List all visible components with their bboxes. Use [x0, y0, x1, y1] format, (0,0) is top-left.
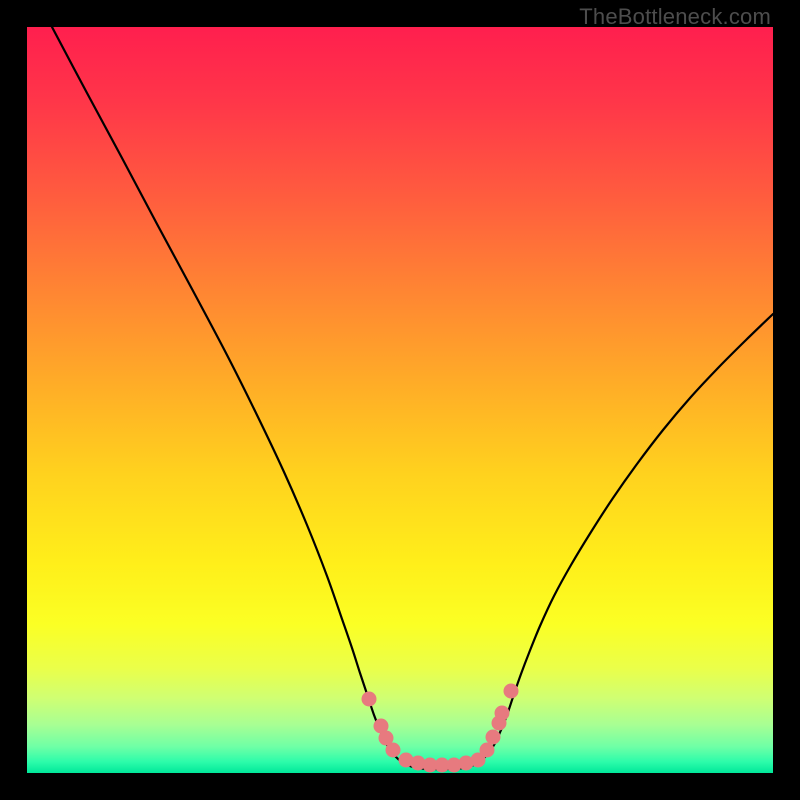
marker-dot [362, 692, 377, 707]
marker-dot [486, 730, 501, 745]
marker-dot [504, 684, 519, 699]
marker-dot [480, 743, 495, 758]
chart-frame: TheBottleneck.com [0, 0, 800, 800]
gradient-background [27, 27, 773, 773]
marker-dot [495, 706, 510, 721]
chart-svg [27, 27, 773, 773]
marker-dot [386, 743, 401, 758]
plot-area [27, 27, 773, 773]
watermark-text: TheBottleneck.com [579, 4, 771, 30]
